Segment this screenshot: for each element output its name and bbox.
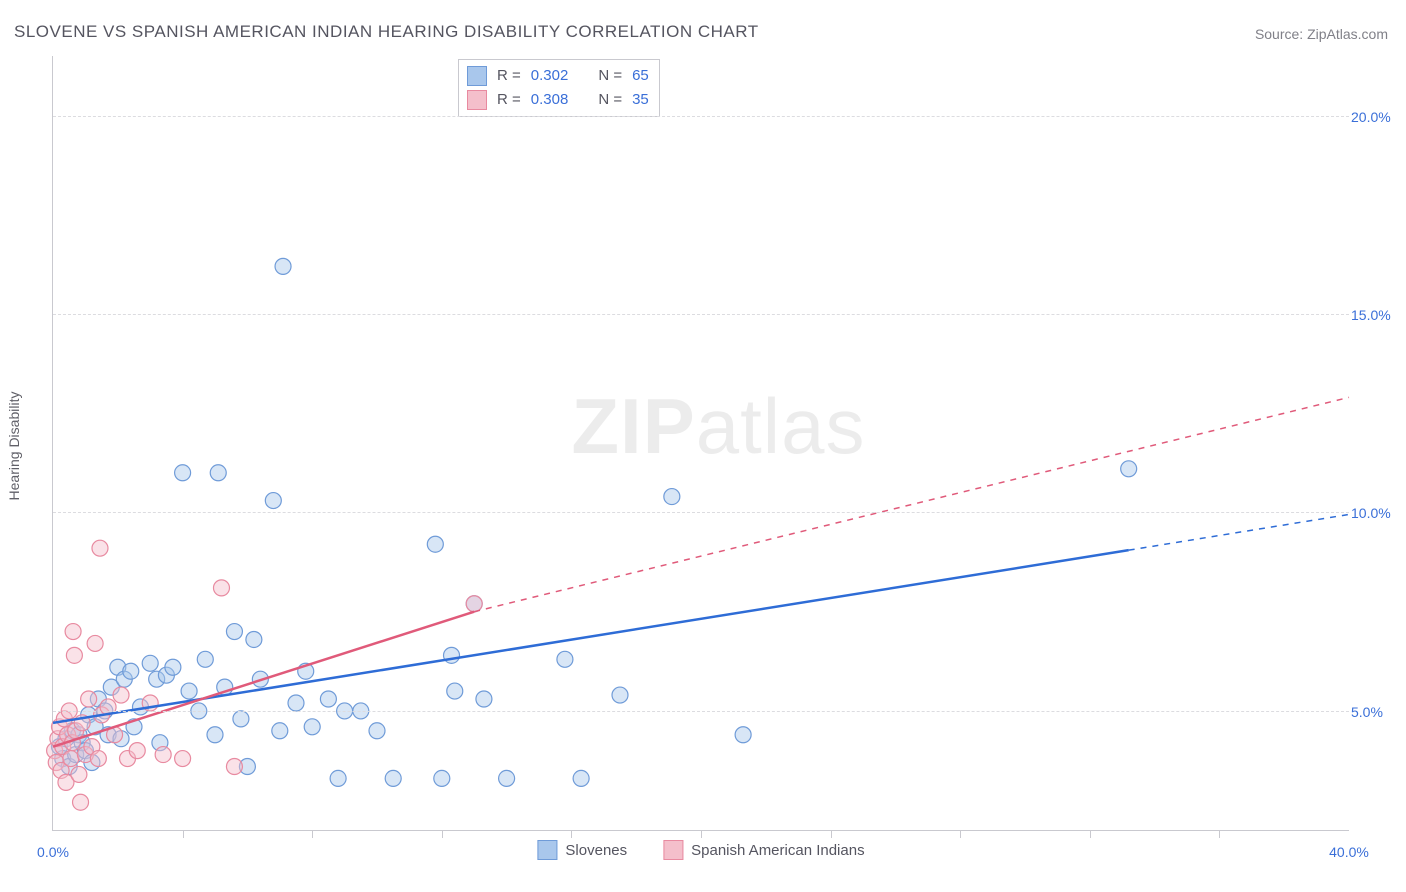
x-tick bbox=[701, 830, 702, 838]
plot-svg bbox=[53, 56, 1349, 830]
data-point bbox=[113, 687, 129, 703]
x-tick-label: 0.0% bbox=[37, 844, 69, 860]
series-legend: Slovenes Spanish American Indians bbox=[537, 840, 864, 860]
data-point bbox=[265, 493, 281, 509]
y-tick-label: 15.0% bbox=[1351, 307, 1403, 323]
data-point bbox=[735, 727, 751, 743]
data-point bbox=[165, 659, 181, 675]
series-swatch bbox=[537, 840, 557, 860]
data-point bbox=[304, 719, 320, 735]
x-tick bbox=[1219, 830, 1220, 838]
n-label: N = bbox=[598, 64, 622, 88]
trend-line bbox=[474, 397, 1349, 611]
data-point bbox=[213, 580, 229, 596]
chart-title: SLOVENE VS SPANISH AMERICAN INDIAN HEARI… bbox=[14, 22, 759, 42]
x-tick bbox=[183, 830, 184, 838]
data-point bbox=[288, 695, 304, 711]
data-point bbox=[197, 651, 213, 667]
data-point bbox=[272, 723, 288, 739]
data-point bbox=[664, 489, 680, 505]
r-label: R = bbox=[497, 64, 521, 88]
data-point bbox=[207, 727, 223, 743]
data-point bbox=[129, 743, 145, 759]
r-label: R = bbox=[497, 88, 521, 112]
legend-item: Slovenes bbox=[537, 840, 627, 860]
r-value: 0.302 bbox=[531, 64, 569, 88]
data-point bbox=[557, 651, 573, 667]
data-point bbox=[63, 751, 79, 767]
data-point bbox=[71, 766, 87, 782]
x-tick bbox=[831, 830, 832, 838]
data-point bbox=[66, 647, 82, 663]
data-point bbox=[210, 465, 226, 481]
legend-label: Slovenes bbox=[565, 842, 627, 859]
data-point bbox=[385, 770, 401, 786]
gridline: 10.0% bbox=[53, 512, 1349, 513]
stats-row: R = 0.302 N = 65 bbox=[467, 64, 649, 88]
y-tick-label: 5.0% bbox=[1351, 704, 1403, 720]
data-point bbox=[427, 536, 443, 552]
data-point bbox=[81, 691, 97, 707]
data-point bbox=[226, 624, 242, 640]
x-tick bbox=[960, 830, 961, 838]
data-point bbox=[87, 635, 103, 651]
legend-item: Spanish American Indians bbox=[663, 840, 864, 860]
data-point bbox=[1121, 461, 1137, 477]
data-point bbox=[434, 770, 450, 786]
x-tick bbox=[1090, 830, 1091, 838]
n-label: N = bbox=[598, 88, 622, 112]
series-swatch bbox=[467, 90, 487, 110]
series-swatch bbox=[663, 840, 683, 860]
x-tick bbox=[571, 830, 572, 838]
data-point bbox=[476, 691, 492, 707]
data-point bbox=[233, 711, 249, 727]
trend-line bbox=[1129, 514, 1349, 550]
data-point bbox=[573, 770, 589, 786]
data-point bbox=[123, 663, 139, 679]
gridline: 5.0% bbox=[53, 711, 1349, 712]
source-link[interactable]: ZipAtlas.com bbox=[1307, 26, 1388, 42]
n-value: 35 bbox=[632, 88, 649, 112]
correlation-stats-box: R = 0.302 N = 65 R = 0.308 N = 35 bbox=[458, 59, 660, 117]
scatter-plot: ZIPatlas R =0.302N =65R =0.308N =35 Slov… bbox=[52, 56, 1349, 831]
data-point bbox=[175, 751, 191, 767]
y-axis-label: Hearing Disability bbox=[6, 392, 22, 501]
x-tick bbox=[442, 830, 443, 838]
n-value: 65 bbox=[632, 64, 649, 88]
r-value: 0.308 bbox=[531, 88, 569, 112]
data-point bbox=[499, 770, 515, 786]
trend-line bbox=[53, 550, 1129, 723]
data-point bbox=[330, 770, 346, 786]
data-point bbox=[612, 687, 628, 703]
x-tick bbox=[312, 830, 313, 838]
data-point bbox=[73, 794, 89, 810]
source-attribution: Source: ZipAtlas.com bbox=[1255, 26, 1388, 42]
stats-row: R = 0.308 N = 35 bbox=[467, 88, 649, 112]
data-point bbox=[181, 683, 197, 699]
data-point bbox=[466, 596, 482, 612]
legend-label: Spanish American Indians bbox=[691, 842, 864, 859]
data-point bbox=[369, 723, 385, 739]
data-point bbox=[142, 655, 158, 671]
series-swatch bbox=[467, 66, 487, 86]
data-point bbox=[246, 631, 262, 647]
data-point bbox=[155, 747, 171, 763]
data-point bbox=[447, 683, 463, 699]
data-point bbox=[275, 258, 291, 274]
source-prefix: Source: bbox=[1255, 26, 1307, 42]
data-point bbox=[226, 758, 242, 774]
y-tick-label: 20.0% bbox=[1351, 109, 1403, 125]
y-tick-label: 10.0% bbox=[1351, 505, 1403, 521]
data-point bbox=[90, 751, 106, 767]
gridline: 20.0% bbox=[53, 116, 1349, 117]
gridline: 15.0% bbox=[53, 314, 1349, 315]
x-tick-label: 40.0% bbox=[1329, 844, 1369, 860]
data-point bbox=[92, 540, 108, 556]
data-point bbox=[65, 624, 81, 640]
data-point bbox=[320, 691, 336, 707]
data-point bbox=[175, 465, 191, 481]
